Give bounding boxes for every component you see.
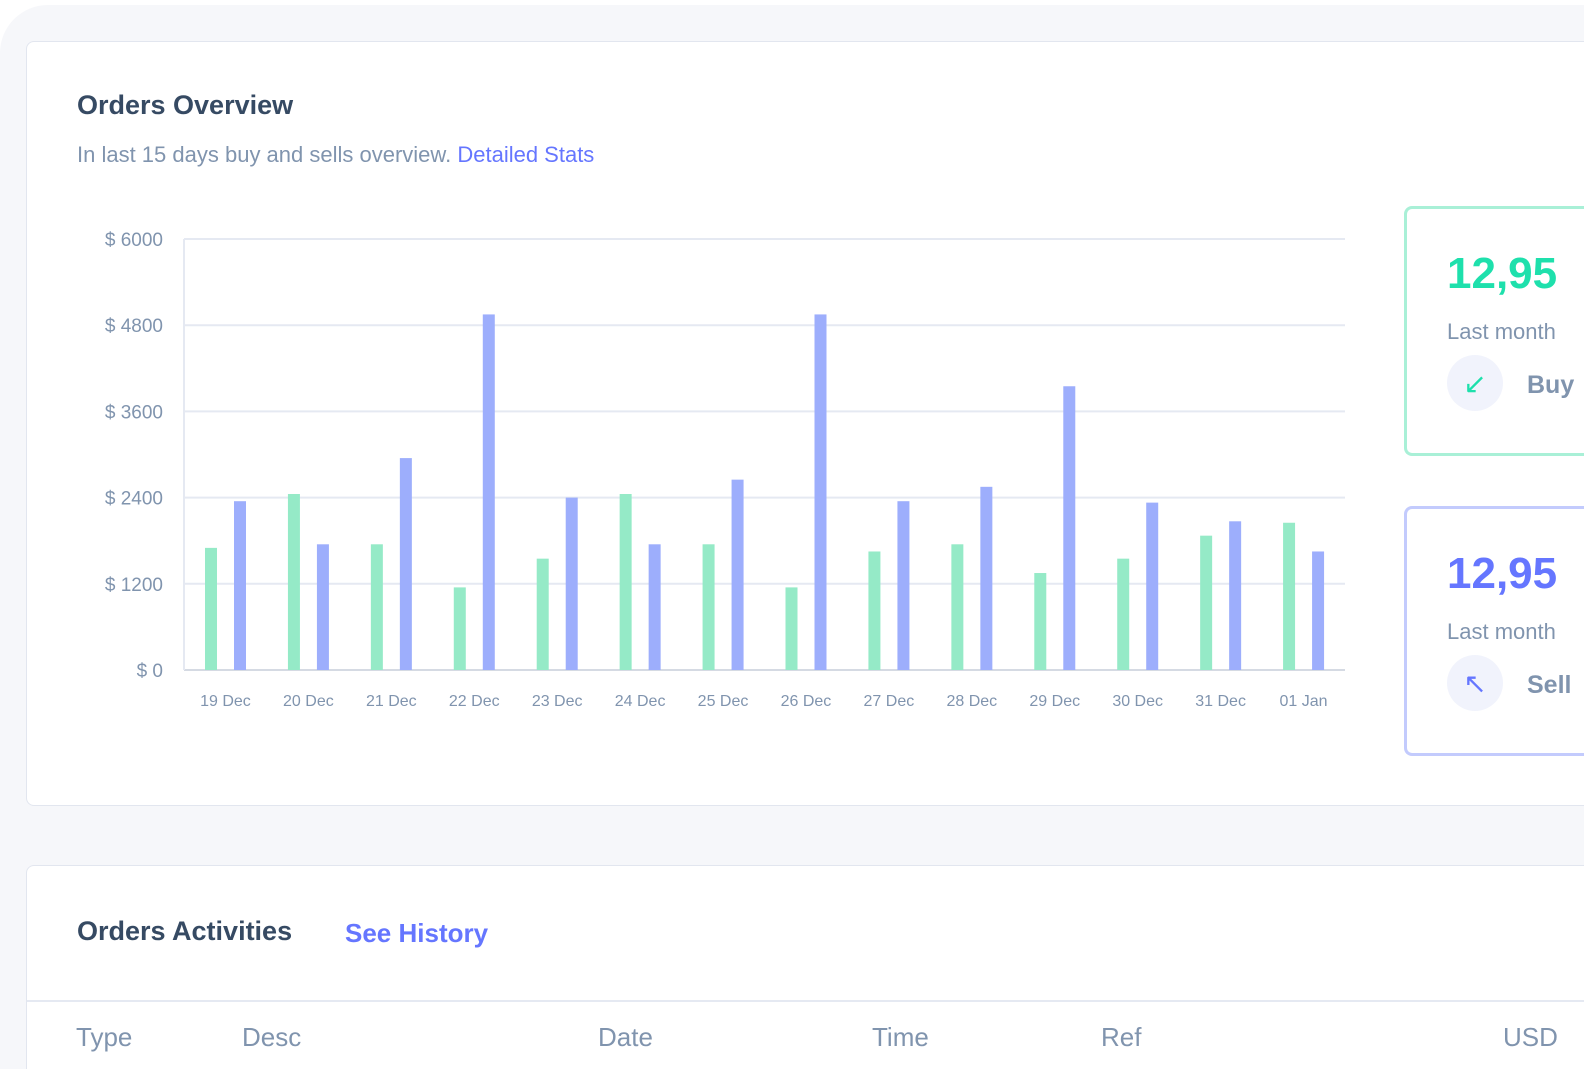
- bar-buy: [1283, 522, 1296, 670]
- bar-buy: [619, 494, 632, 670]
- x-tick-label: 28 Dec: [946, 693, 997, 710]
- buy-value: 12,95: [1447, 249, 1558, 298]
- bar-buy: [205, 547, 217, 670]
- y-tick-label: $ 4800: [105, 316, 163, 337]
- bar-buy: [1117, 558, 1130, 670]
- bar-buy: [536, 558, 549, 670]
- x-tick-label: 27 Dec: [864, 693, 915, 710]
- bar-sell: [399, 458, 412, 670]
- bar-buy: [868, 551, 881, 670]
- column-ref[interactable]: Ref: [1101, 1022, 1142, 1052]
- x-tick-label: 26 Dec: [781, 693, 832, 710]
- sell-period: Last month: [1447, 619, 1556, 644]
- bar-buy: [370, 544, 383, 670]
- arrow-down-left-icon: ↙: [1447, 355, 1503, 411]
- bar-sell: [648, 544, 661, 670]
- x-tick-label: 01 Jan: [1280, 693, 1328, 710]
- x-tick-label: 23 Dec: [532, 693, 583, 710]
- column-desc[interactable]: Desc: [242, 1022, 302, 1052]
- bar-buy: [1034, 573, 1047, 670]
- bar-sell: [814, 314, 827, 670]
- bar-buy: [1200, 535, 1213, 670]
- arrow-up-left-icon: ↖: [1447, 655, 1503, 711]
- bar-sell: [980, 486, 993, 670]
- divider: [27, 1000, 1584, 1002]
- bar-buy: [453, 587, 466, 670]
- x-tick-label: 22 Dec: [449, 693, 500, 710]
- x-tick-label: 24 Dec: [615, 693, 666, 710]
- bar-buy: [287, 494, 300, 670]
- y-tick-label: $ 6000: [105, 230, 163, 251]
- overview-subtitle: In last 15 days buy and sells overview. …: [77, 142, 594, 168]
- column-usd[interactable]: USD: [1503, 1022, 1558, 1052]
- x-tick-label: 31 Dec: [1195, 693, 1246, 710]
- y-tick-label: $ 3600: [105, 402, 163, 423]
- column-time[interactable]: Time: [872, 1022, 929, 1052]
- bar-sell: [897, 501, 910, 670]
- orders-activities-card: Orders Activities See History: [26, 865, 1584, 1069]
- x-tick-label: 25 Dec: [698, 693, 749, 710]
- orders-bar-chart: $ 0 $ 1200 $ 2400 $ 3600 $ 4800 $ 6000 19 Dec 2…: [105, 230, 1345, 710]
- see-history-link[interactable]: See History: [345, 918, 489, 948]
- orders-overview-title: Orders Overview: [77, 90, 294, 120]
- column-type[interactable]: Type: [76, 1022, 133, 1052]
- buy-stat-card: 12,95 Last month ↙ Buy: [1404, 206, 1584, 456]
- buy-label: Buy: [1527, 371, 1575, 399]
- bar-sell: [731, 479, 744, 670]
- bar-buy: [951, 544, 964, 670]
- sell-stat-card: 12,95 Last month ↖ Sell: [1404, 506, 1584, 756]
- x-tick-label: 19 Dec: [200, 693, 251, 710]
- bar-sell: [1146, 502, 1159, 670]
- subtitle-text: In last 15 days buy and sells overview.: [77, 142, 452, 167]
- y-tick-label: $ 0: [137, 661, 163, 682]
- x-tick-label: 20 Dec: [283, 693, 334, 710]
- detailed-stats-link[interactable]: Detailed Stats: [457, 142, 595, 167]
- bar-sell: [1312, 551, 1325, 670]
- x-tick-label: 30 Dec: [1112, 693, 1163, 710]
- bar-sell: [316, 544, 329, 670]
- x-tick-label: 29 Dec: [1029, 693, 1080, 710]
- bar-sell: [234, 501, 246, 670]
- orders-activities-title: Orders Activities: [77, 916, 293, 946]
- bar-sell: [1063, 386, 1076, 670]
- orders-overview-card: Orders Overview In last 15 days buy and …: [26, 41, 1584, 806]
- y-tick-label: $ 1200: [105, 575, 163, 596]
- y-tick-label: $ 2400: [105, 489, 163, 510]
- bar-buy: [702, 544, 715, 670]
- buy-period: Last month: [1447, 319, 1556, 344]
- x-tick-label: 21 Dec: [366, 693, 417, 710]
- sell-label: Sell: [1527, 671, 1572, 699]
- column-date[interactable]: Date: [598, 1022, 653, 1052]
- bar-sell: [565, 497, 578, 670]
- bar-sell: [482, 314, 495, 670]
- bar-sell: [1229, 521, 1242, 670]
- bar-buy: [785, 587, 798, 670]
- sell-value: 12,95: [1447, 549, 1558, 598]
